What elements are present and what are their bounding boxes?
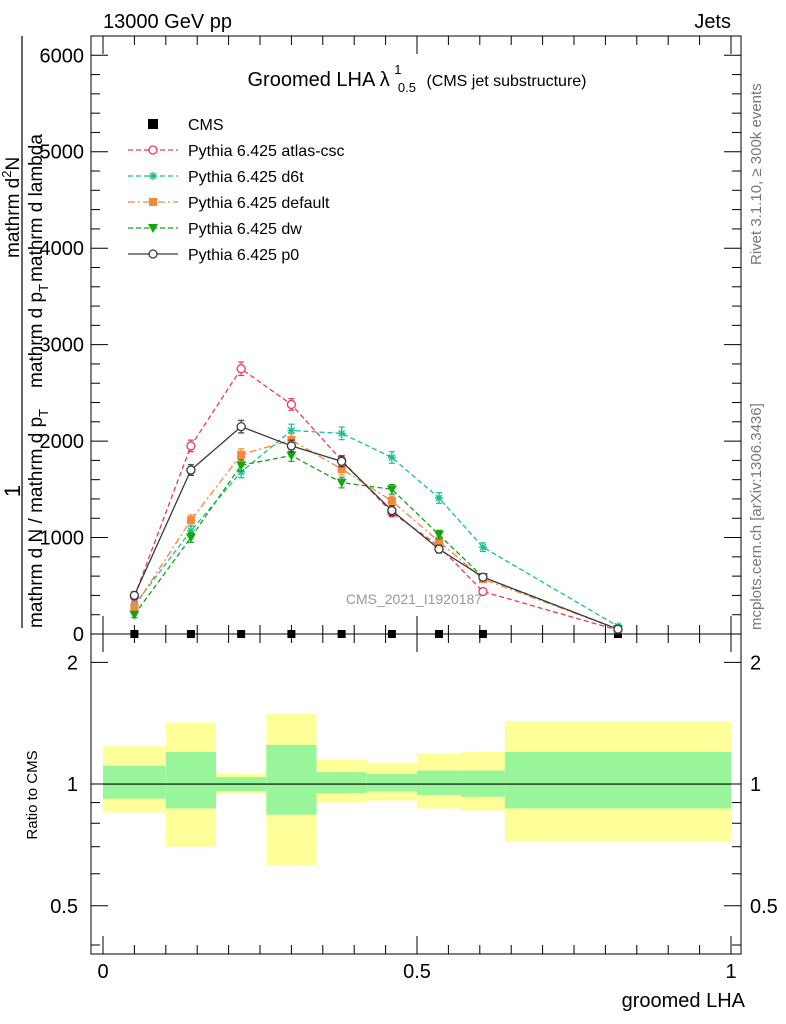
legend-label: Pythia 6.425 p0: [188, 247, 299, 264]
ratio-y-tick-label-right: 0.5: [750, 896, 778, 918]
ratio-band-green: [366, 773, 417, 792]
legend-marker: [148, 145, 158, 155]
data-point: [387, 453, 396, 462]
y-tick-label: 4000: [40, 238, 85, 260]
legend-marker: [148, 119, 158, 129]
ratio-y-tick-label-right: 1: [750, 774, 761, 796]
ylabel-rhs-top: mathrm d2N: [0, 157, 24, 258]
x-tick-label: 0: [97, 961, 108, 983]
data-point: [286, 399, 297, 410]
data-point: [129, 590, 140, 601]
data-point: [287, 426, 296, 435]
data-point: [236, 364, 246, 374]
y-axis-label: 1 mathrm d N / mathrm d pT mathrm d2N ma…: [0, 134, 51, 628]
legend-marker: [149, 172, 157, 180]
legend: CMS Pythia 6.425 atlas-csc Pythia 6.425 d6…: [128, 117, 345, 264]
chart-title: Groomed LHA λ 1 0.5 (CMS jet substructur…: [247, 61, 586, 96]
data-point: [478, 543, 487, 552]
data-point: [186, 526, 195, 535]
ratio-band-green: [417, 770, 461, 795]
data-point: [237, 467, 246, 476]
mcplots-label: mcplots.cern.ch [arXiv:1306.3436]: [748, 403, 765, 630]
x-tick-label: 1: [725, 961, 736, 983]
data-point: [387, 505, 397, 516]
ratio-band-green: [103, 765, 166, 799]
header-right: Jets: [694, 11, 731, 33]
data-point: [237, 450, 246, 459]
ratio-y-tick-label: 0.5: [50, 896, 78, 918]
series-line: [133, 367, 619, 631]
y-tick-label: 3000: [40, 335, 85, 357]
legend-marker: [148, 249, 158, 259]
y-tick-label: 6000: [40, 45, 85, 67]
legend-marker: [149, 198, 157, 206]
title-note: (CMS jet substructure): [426, 73, 586, 90]
legend-marker: [148, 224, 158, 233]
legend-label: Pythia 6.425 dw: [188, 221, 302, 238]
legend-label: Pythia 6.425 default: [188, 195, 330, 212]
data-point: [286, 451, 297, 461]
data-point: [336, 456, 347, 467]
data-point: [434, 494, 443, 503]
data-point: [130, 602, 139, 611]
ratio-ylabel: Ratio to CMS: [24, 750, 41, 839]
data-point: [186, 465, 196, 475]
data-point: [478, 586, 488, 597]
y-tick-label: 1000: [40, 528, 85, 550]
data-point: [186, 441, 196, 451]
data-point: [236, 421, 246, 432]
data-point: [186, 516, 195, 525]
data-point: [236, 461, 247, 471]
title-superscript: 1: [394, 62, 401, 77]
data-point: [433, 530, 444, 540]
ylabel-one: 1: [0, 485, 25, 497]
data-point: [129, 610, 140, 620]
data-point: [336, 478, 347, 488]
x-axis-label: groomed LHA: [622, 990, 746, 1012]
ratio-band-green: [165, 752, 217, 809]
legend-label: Pythia 6.425 atlas-csc: [188, 143, 345, 160]
ratio-y-tick-label-right: 2: [750, 652, 761, 674]
ratio-bands: [103, 714, 731, 866]
ratio-band-green: [266, 744, 317, 815]
watermark: CMS_2021_I1920187: [346, 591, 482, 607]
title-symbol: λ: [380, 69, 390, 91]
ratio-band-green: [504, 752, 731, 809]
data-point: [387, 496, 396, 505]
data-point: [478, 572, 488, 582]
data-point: [337, 429, 346, 438]
y-tick-label: 0: [73, 624, 84, 646]
data-point: [434, 544, 444, 554]
title-subscript: 0.5: [398, 80, 416, 95]
legend-label: Pythia 6.425 d6t: [188, 169, 304, 186]
x-tick-label: 0.5: [403, 961, 431, 983]
data-point: [286, 441, 297, 451]
ylabel-frac-top: mathrm d N / mathrm d pT: [26, 409, 51, 628]
ratio-frame: [90, 633, 742, 955]
ratio-band-green: [316, 772, 367, 794]
header-left: 13000 GeV pp: [103, 11, 232, 33]
data-point: [337, 465, 346, 474]
rivet-label: Rivet 3.1.10, ≥ 300k events: [748, 83, 765, 265]
legend-label: CMS: [188, 117, 224, 134]
data-point: [613, 624, 623, 634]
ylabel-rhs-bottom: mathrm d pTmathrm d lambda: [26, 134, 51, 388]
data-point: [434, 537, 443, 546]
data-point: [185, 533, 196, 543]
ratio-y-tick-label: 1: [67, 774, 78, 796]
y-tick-label: 2000: [40, 431, 85, 453]
data-point: [386, 485, 397, 495]
ratio-y-tick-label: 2: [67, 652, 78, 674]
series-5: [129, 419, 623, 634]
title-main: Groomed LHA: [247, 69, 375, 91]
y-tick-label: 5000: [40, 142, 85, 164]
